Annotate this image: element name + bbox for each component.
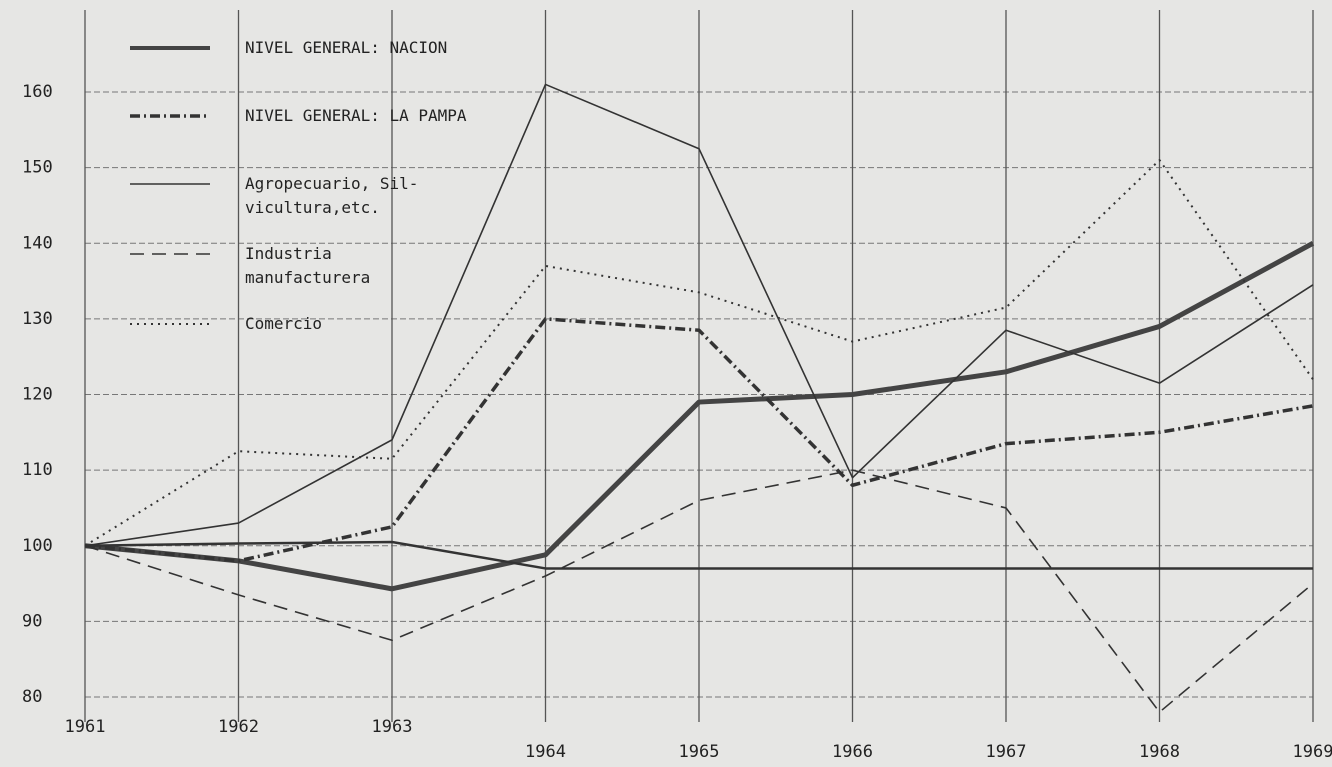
series-line (84, 241, 1315, 592)
x-tick-label: 1964 (525, 742, 566, 762)
series-line (84, 159, 1314, 547)
x-tick-label: 1965 (679, 742, 720, 762)
x-tick-label: 1961 (65, 717, 106, 737)
y-tick-label: 90 (22, 611, 42, 631)
series-line (84, 83, 1314, 547)
legend-label: NIVEL GENERAL: LA PAMPA (245, 106, 467, 125)
y-tick-label: 80 (22, 687, 42, 707)
legend-label: Comercio (245, 314, 323, 333)
y-tick-label: 150 (22, 158, 53, 178)
y-tick-label: 140 (22, 233, 53, 253)
x-tick-label: 1969 (1293, 742, 1332, 762)
y-tick-label: 130 (22, 309, 53, 329)
series-line (84, 317, 1314, 563)
x-tick-label: 1963 (372, 717, 413, 737)
legend-label: NIVEL GENERAL: NACION (245, 38, 448, 57)
legend-label: Industria manufacturera (245, 244, 371, 287)
y-tick-label: 100 (22, 536, 53, 556)
y-tick-label: 120 (22, 385, 53, 405)
y-tick-label: 160 (22, 82, 53, 102)
x-tick-label: 1962 (218, 717, 259, 737)
legend-label: Agropecuario, Sil- vicultura,etc. (245, 174, 419, 217)
x-tick-label: 1967 (986, 742, 1027, 762)
series-line (84, 540, 1313, 570)
y-tick-label: 110 (22, 460, 53, 480)
x-tick-label: 1966 (832, 742, 873, 762)
x-tick-label: 1968 (1139, 742, 1180, 762)
